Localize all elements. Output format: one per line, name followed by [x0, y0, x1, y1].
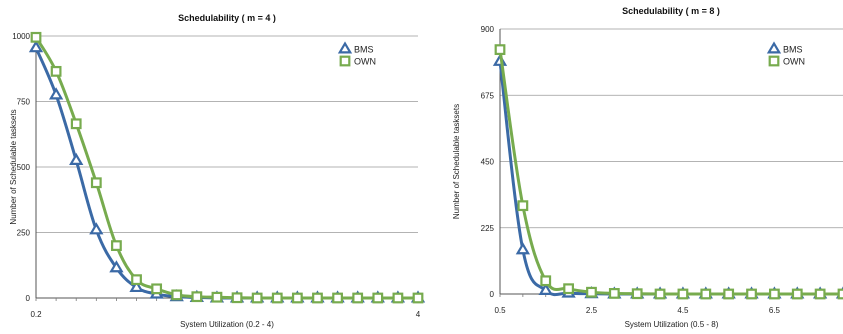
x-tick-label: 4.5 — [677, 306, 689, 315]
y-tick-label: 450 — [481, 158, 495, 167]
data-point — [654, 288, 666, 300]
data-point — [586, 286, 597, 298]
data-point — [515, 242, 531, 255]
data-point — [372, 292, 384, 304]
data-point — [211, 291, 223, 303]
chart-title: Schedulability ( m = 4 ) — [178, 13, 276, 23]
data-point — [312, 292, 323, 304]
y-tick-label: 1000 — [12, 32, 30, 41]
chart-1: Schedulability ( m = 4 ) 0 250 500 750 1000 0.… — [9, 13, 426, 329]
data-point — [231, 292, 243, 304]
data-point — [392, 292, 404, 304]
legend-marker-own — [339, 55, 351, 67]
series-line — [34, 35, 420, 300]
series-line — [498, 48, 843, 296]
x-axis-label: System Utilization (0.5 - 8) — [625, 320, 719, 329]
series-bms — [492, 53, 843, 299]
legend-marker-bms — [766, 41, 782, 54]
data-point — [89, 222, 104, 235]
data-point — [746, 288, 757, 300]
data-point — [131, 274, 142, 286]
data-point — [191, 291, 203, 303]
y-tick-label: 750 — [17, 98, 31, 107]
y-tick-label: 675 — [481, 91, 495, 100]
series-own — [30, 31, 424, 304]
x-axis-label: System Utilization (0.2 - 4) — [180, 320, 274, 329]
y-tick-label: 250 — [17, 229, 31, 238]
data-point — [151, 283, 163, 295]
data-point — [768, 288, 780, 300]
y-tick-label: 900 — [481, 25, 495, 34]
data-point — [700, 288, 712, 300]
chart-2: Schedulability ( m = 8 ) 0 225 450 675 900 0.5… — [452, 6, 843, 329]
x-tick-label: 0.5 — [494, 306, 506, 315]
legend: BMS OWN — [337, 41, 376, 67]
data-point — [563, 283, 574, 295]
y-axis-label: Number of Schedulable tasksets — [9, 109, 18, 224]
data-point — [412, 292, 424, 304]
legend-label: OWN — [354, 57, 376, 67]
data-point — [90, 177, 102, 189]
data-point — [791, 288, 803, 300]
data-point — [332, 292, 343, 304]
legend: BMS OWN — [766, 41, 805, 67]
data-point — [540, 275, 552, 287]
y-tick-label: 0 — [490, 290, 495, 299]
data-point — [723, 288, 735, 300]
legend-label: BMS — [354, 45, 374, 55]
data-point — [291, 292, 303, 304]
data-point — [28, 40, 44, 53]
data-point — [70, 118, 82, 130]
data-point — [109, 260, 124, 273]
y-tick-label: 500 — [17, 163, 31, 172]
data-point — [814, 288, 826, 300]
data-point — [494, 44, 506, 56]
series-bms — [28, 40, 426, 303]
y-axis-label: Number of Schedulable tasksets — [452, 104, 461, 219]
chart-title: Schedulability ( m = 8 ) — [622, 6, 720, 16]
data-point — [517, 200, 529, 212]
data-point — [129, 279, 144, 293]
x-tick-label: 6.5 — [769, 306, 781, 315]
data-point — [171, 289, 183, 301]
x-tick-label: 2.5 — [586, 306, 598, 315]
data-point — [48, 87, 64, 100]
legend-marker-bms — [337, 41, 353, 54]
data-point — [837, 288, 843, 300]
series-line — [498, 59, 843, 297]
data-point — [352, 292, 364, 304]
data-point — [677, 288, 689, 300]
data-point — [69, 152, 84, 165]
legend-marker-own — [768, 55, 780, 67]
data-point — [30, 31, 42, 43]
x-tick-label: 0.2 — [30, 310, 42, 319]
x-tick-label: 4 — [416, 310, 421, 319]
data-point — [538, 282, 553, 295]
data-point — [271, 292, 283, 304]
y-tick-label: 225 — [481, 224, 495, 233]
data-point — [251, 292, 263, 304]
data-point — [50, 65, 62, 77]
y-tick-label: 0 — [26, 294, 31, 303]
legend-label: BMS — [783, 45, 803, 55]
data-point — [111, 240, 122, 252]
data-point — [631, 288, 643, 300]
legend-label: OWN — [783, 57, 805, 67]
series-own — [494, 44, 843, 300]
data-point — [608, 288, 620, 299]
